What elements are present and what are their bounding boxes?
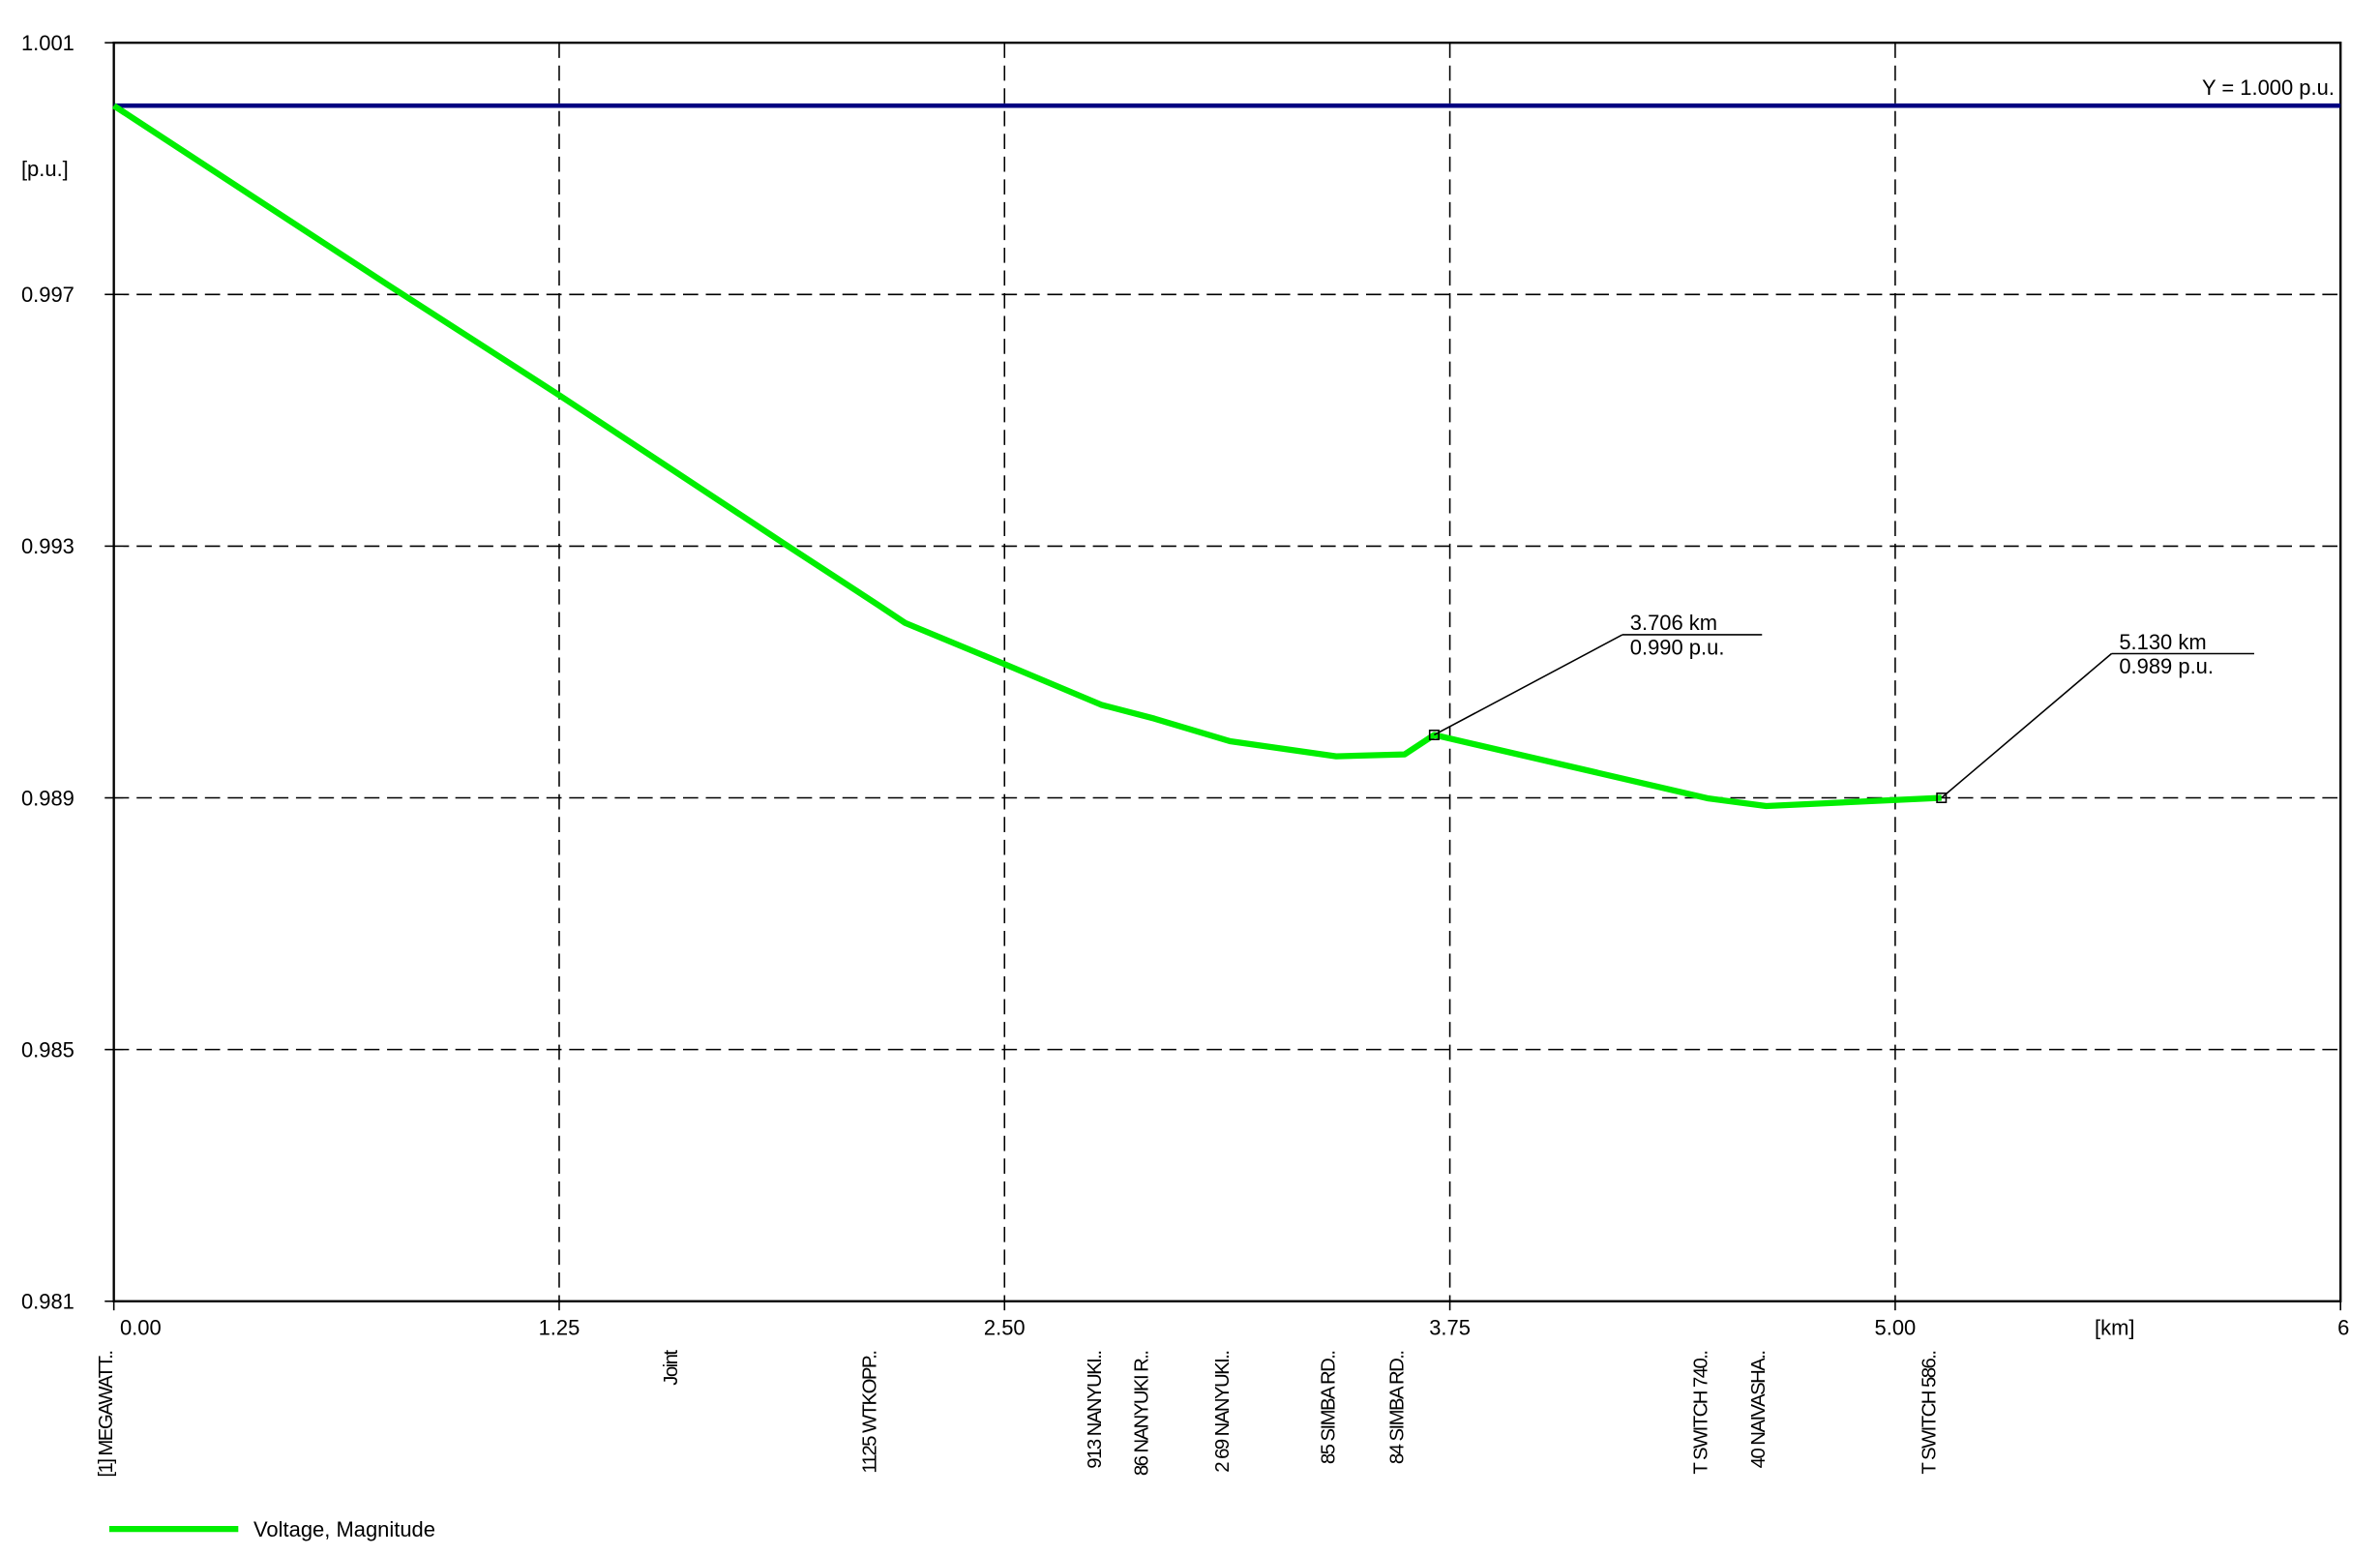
x-tick-label: 0.00 xyxy=(120,1315,162,1339)
bus-label: Joint xyxy=(661,1350,682,1386)
annotation-x: 3.706 km xyxy=(1630,611,1717,635)
plot-frame xyxy=(112,41,2342,1302)
bus-label-text: 85 SIMBA RD.. xyxy=(1319,1352,1340,1465)
annotation-leader xyxy=(1434,634,1623,736)
series-line xyxy=(111,103,1942,810)
bus-label: 2 69 NANYUKI.. xyxy=(1212,1352,1234,1473)
x-axis-label: [km] xyxy=(2095,1315,2134,1339)
annotation-leader xyxy=(1941,652,2112,799)
y-tick-label: 0.997 xyxy=(21,283,74,307)
x-tick-label: 3.75 xyxy=(1429,1315,1471,1339)
bus-label: T SWITCH 740.. xyxy=(1690,1352,1711,1475)
bus-label-text: 2 69 NANYUKI.. xyxy=(1212,1352,1234,1473)
bus-label: 85 SIMBA RD.. xyxy=(1319,1352,1340,1465)
y-axis-label: [p.u.] xyxy=(21,157,69,181)
bus-label: 86 NANYUKI R.. xyxy=(1132,1352,1153,1477)
bus-label: 40 NAIVASHA.. xyxy=(1748,1352,1770,1469)
legend-label: Voltage, Magnitude xyxy=(253,1517,435,1541)
reference-label: Y = 1.000 p.u. xyxy=(2202,75,2335,100)
y-tick-label: 0.989 xyxy=(21,786,74,810)
y-tick-label: 0.985 xyxy=(21,1037,74,1062)
annotation-x: 5.130 km xyxy=(2119,630,2206,654)
annotation-y: 0.989 p.u. xyxy=(2119,654,2214,678)
bus-label: [1] MEGAWATT.. xyxy=(96,1352,117,1478)
bus-label-text: T SWITCH 586.. xyxy=(1919,1352,1940,1475)
annotation-y: 0.990 p.u. xyxy=(1630,635,1725,659)
x-tick-label: 2.50 xyxy=(984,1315,1026,1339)
annotation-marker xyxy=(1936,792,1948,804)
y-tick-label: 0.993 xyxy=(21,534,74,558)
bus-label: 84 SIMBA RD.. xyxy=(1386,1352,1408,1465)
bus-label-text: 40 NAIVASHA.. xyxy=(1748,1352,1770,1469)
x-tick-label: 6 xyxy=(2337,1315,2349,1339)
bus-label-text: Joint xyxy=(661,1350,682,1386)
bus-label-text: 1125 WTKOPP.. xyxy=(860,1352,881,1474)
annotation-marker xyxy=(1428,730,1440,740)
y-tick-label: 1.001 xyxy=(21,31,74,55)
bus-label-text: 84 SIMBA RD.. xyxy=(1386,1352,1408,1465)
bus-label-text: T SWITCH 740.. xyxy=(1690,1352,1711,1475)
bus-label: 1125 WTKOPP.. xyxy=(860,1352,881,1474)
x-tick-label: 5.00 xyxy=(1875,1315,1917,1339)
bus-label-text: 86 NANYUKI R.. xyxy=(1132,1352,1153,1477)
bus-label-text: 913 NANYUKI.. xyxy=(1085,1352,1106,1469)
bus-label: 913 NANYUKI.. xyxy=(1085,1352,1106,1469)
bus-label: T SWITCH 586.. xyxy=(1919,1352,1940,1475)
y-tick-label: 0.981 xyxy=(21,1290,74,1314)
x-tick-label: 1.25 xyxy=(539,1315,580,1339)
bus-label-text: [1] MEGAWATT.. xyxy=(96,1352,117,1478)
